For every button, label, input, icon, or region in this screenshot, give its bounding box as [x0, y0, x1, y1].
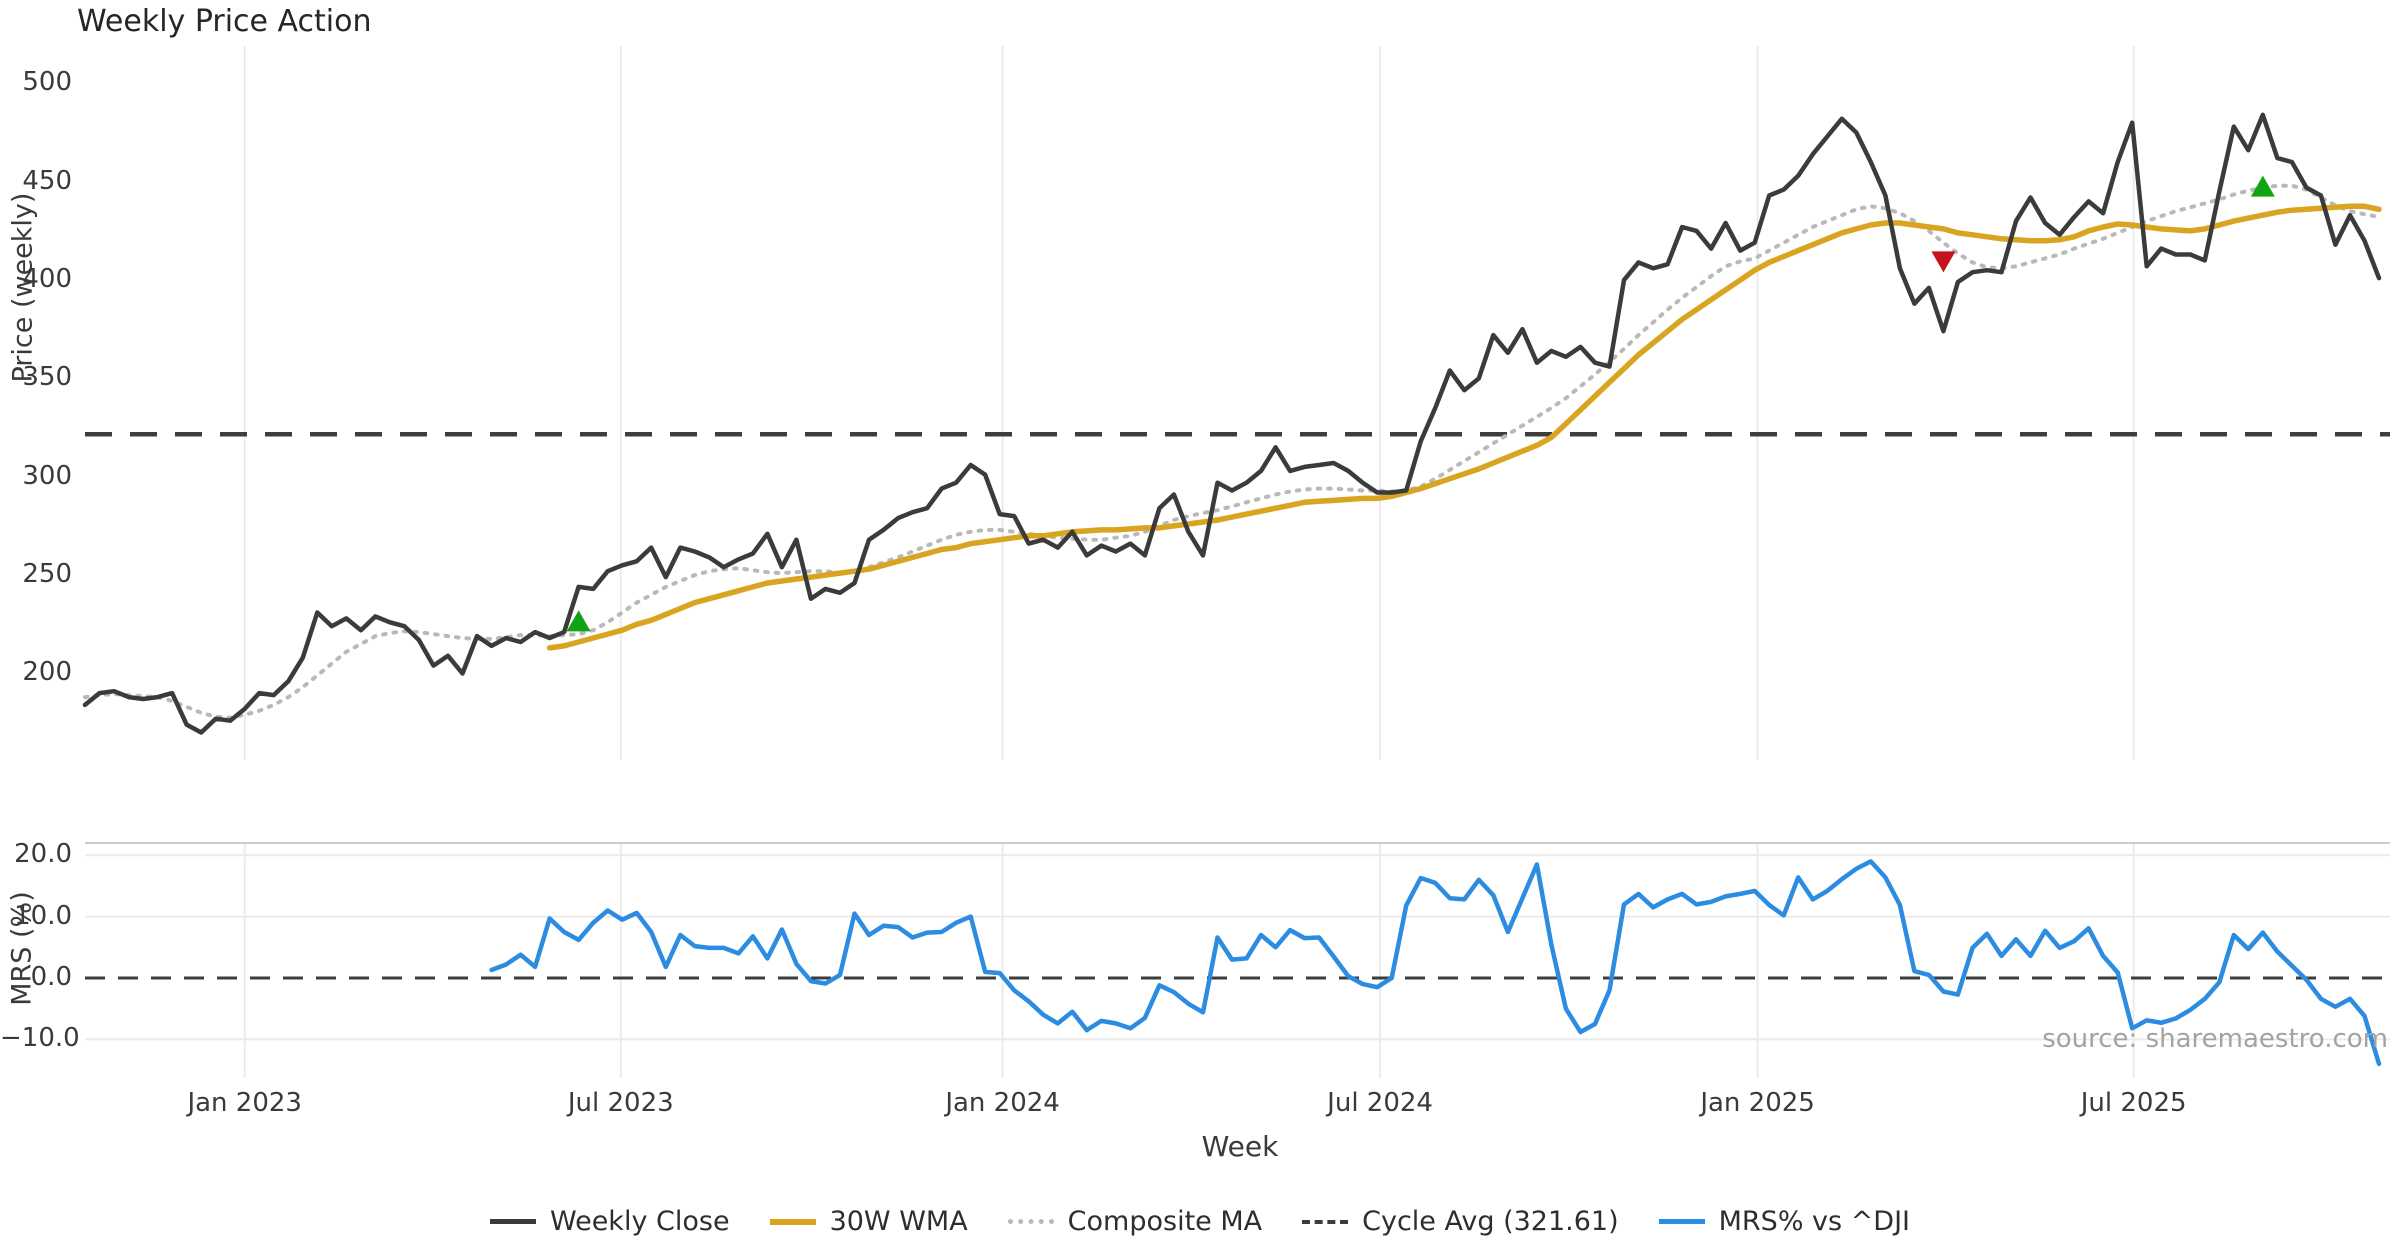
mrs-tick-label: −10.0: [0, 1023, 80, 1054]
composite-ma-line: [83, 183, 2381, 720]
legend-label: Cycle Avg (321.61): [1362, 1206, 1619, 1237]
wma-line-swatch: [769, 1218, 816, 1225]
chart-title: Weekly Price Action: [77, 4, 372, 39]
mrs-tick-label: 20.0: [14, 839, 72, 870]
legend-label: 30W WMA: [829, 1206, 968, 1237]
legend-label: Weekly Close: [549, 1206, 730, 1237]
price-tick-label: 500: [22, 67, 72, 98]
legend: Weekly Close 30W WMA Composite MA Cycle …: [0, 1206, 2400, 1237]
price-axis-label: Price (weekly): [7, 192, 39, 383]
buy-signal-marker-icon: [2250, 175, 2275, 197]
wma-line: [546, 203, 2382, 651]
source-credit: source: sharemaestro.com: [2042, 1024, 2388, 1054]
price-tick-label: 250: [22, 559, 72, 590]
mrs-line: [489, 859, 2382, 1067]
weekly-close-line-swatch: [489, 1219, 536, 1224]
legend-item-30w-wma: 30W WMA: [769, 1206, 968, 1237]
x-tick-label: Jul 2024: [1327, 1088, 1433, 1118]
legend-label: MRS% vs ^DJI: [1718, 1206, 1911, 1237]
mrs-tick-label: 10.0: [14, 900, 72, 931]
legend-item-weekly-close: Weekly Close: [489, 1206, 730, 1237]
x-tick-label: Jan 2024: [945, 1088, 1060, 1118]
legend-label: Composite MA: [1067, 1206, 1263, 1237]
legend-item-cycle-avg: Cycle Avg (321.61): [1302, 1206, 1619, 1237]
cycle-avg-line-swatch: [1302, 1219, 1349, 1224]
price-tick-label: 400: [22, 264, 72, 295]
legend-item-composite-ma: Composite MA: [1007, 1206, 1263, 1237]
x-tick-label: Jul 2025: [2080, 1088, 2187, 1118]
x-tick-label: Jan 2023: [187, 1088, 302, 1118]
price-tick-label: 350: [22, 362, 72, 393]
price-tick-label: 450: [22, 165, 72, 196]
buy-signal-marker-icon: [566, 610, 591, 632]
price-tick-label: 200: [22, 657, 72, 688]
composite-ma-line-swatch: [1007, 1219, 1054, 1224]
sell-signal-marker-icon: [1931, 251, 1956, 273]
mrs-tick-label: 0.0: [30, 961, 72, 992]
mrs-line-swatch: [1658, 1219, 1705, 1224]
price-tick-label: 300: [22, 460, 72, 491]
x-tick-label: Jul 2023: [567, 1088, 674, 1118]
x-tick-label: Jan 2025: [1700, 1088, 1815, 1118]
x-axis-label: Week: [1201, 1130, 1279, 1163]
weekly-close-line: [82, 112, 2382, 735]
legend-item-mrs: MRS% vs ^DJI: [1658, 1206, 1911, 1237]
